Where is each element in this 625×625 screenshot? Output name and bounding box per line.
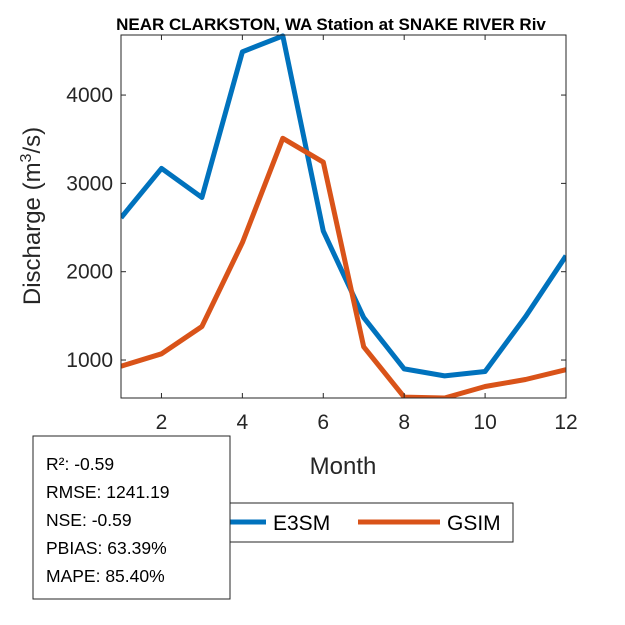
y-tick-label: 4000 <box>66 84 113 107</box>
y-axis-title-main: Discharge (m <box>19 162 46 305</box>
stats-box-frame <box>32 435 231 600</box>
y-tick-label: 1000 <box>66 349 113 372</box>
y-axis-title-superscript: 3 <box>18 153 35 162</box>
y-axis-title-tail: /s) <box>19 127 46 154</box>
x-tick-label: 4 <box>237 411 249 434</box>
legend: E3SM GSIM <box>189 502 514 543</box>
plot-area-border <box>120 34 567 399</box>
series-lines <box>121 33 566 398</box>
stat-nse: NSE: -0.59 <box>46 510 132 530</box>
y-axis-title: Discharge (m3/s) <box>18 127 46 305</box>
x-tick-label: 2 <box>156 411 168 434</box>
legend-label-e3sm: E3SM <box>273 512 330 535</box>
stat-mape: MAPE: 85.40% <box>46 566 165 586</box>
y-tick-label: 3000 <box>66 172 113 195</box>
stat-r2: R²: -0.59 <box>46 454 114 474</box>
stats-box: R²: -0.59 RMSE: 1241.19 NSE: -0.59 PBIAS… <box>32 435 231 600</box>
axis-ticks: 2 4 6 8 10 12 1000 2000 3000 4000 <box>66 35 578 434</box>
series-line-gsim <box>121 135 566 398</box>
x-tick-label: 6 <box>317 411 329 434</box>
stat-pbias: PBIAS: 63.39% <box>46 538 167 558</box>
plot-area <box>120 34 567 399</box>
x-tick-label: 10 <box>473 411 496 434</box>
x-tick-label: 12 <box>554 411 577 434</box>
chart-title: NEAR CLARKSTON, WA Station at SNAKE RIVE… <box>116 15 546 34</box>
stat-rmse: RMSE: 1241.19 <box>46 482 170 502</box>
x-axis-title: Month <box>310 453 377 480</box>
legend-label-gsim: GSIM <box>447 512 501 535</box>
y-tick-label: 2000 <box>66 261 113 284</box>
series-line-e3sm <box>121 33 566 379</box>
x-tick-label: 8 <box>398 411 410 434</box>
